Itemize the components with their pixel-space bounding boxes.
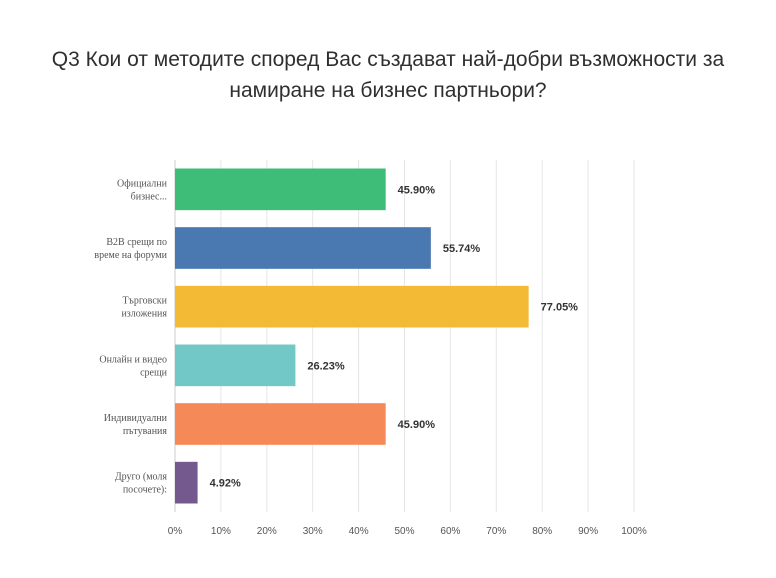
data-label: 26.23%	[307, 360, 345, 372]
x-tick-label: 70%	[486, 526, 506, 537]
bar	[175, 285, 529, 328]
category-label: Търговски изложения	[121, 296, 167, 320]
x-tick-label: 40%	[349, 526, 369, 537]
bar	[175, 227, 431, 269]
category-label: Официални бизнес...	[117, 178, 168, 202]
data-label: 4.92%	[210, 478, 241, 490]
x-tick-label: 80%	[532, 526, 552, 537]
category-label: B2B срещи по време на форуми	[94, 237, 167, 261]
x-tick-label: 60%	[440, 526, 460, 537]
category-label: Друго (моля посочете):	[115, 472, 168, 496]
chart-title-line-1: Q3 Кои от методите според Вас създават н…	[51, 48, 725, 71]
x-tick-label: 20%	[257, 526, 277, 537]
x-tick-label: 50%	[394, 526, 414, 537]
bar	[175, 344, 296, 387]
data-label: 55.74%	[443, 243, 481, 255]
bar	[175, 168, 386, 211]
bar	[175, 461, 198, 504]
data-label: 45.90%	[398, 419, 436, 431]
category-label: Онлайн и видео срещи	[99, 354, 167, 378]
data-label: 45.90%	[398, 184, 436, 196]
category-label: Индивидуални пътувания	[104, 413, 168, 437]
x-tick-label: 10%	[211, 526, 231, 537]
x-tick-label: 100%	[621, 526, 647, 537]
x-tick-label: 30%	[303, 526, 323, 537]
data-label: 77.05%	[541, 302, 579, 314]
chart-title: Q3 Кои от методите според Вас създават н…	[0, 44, 776, 106]
x-tick-label: 90%	[578, 526, 598, 537]
bar	[175, 403, 386, 445]
chart-title-line-2: намиране на бизнес партньори?	[229, 79, 547, 102]
x-tick-label: 0%	[168, 526, 183, 537]
